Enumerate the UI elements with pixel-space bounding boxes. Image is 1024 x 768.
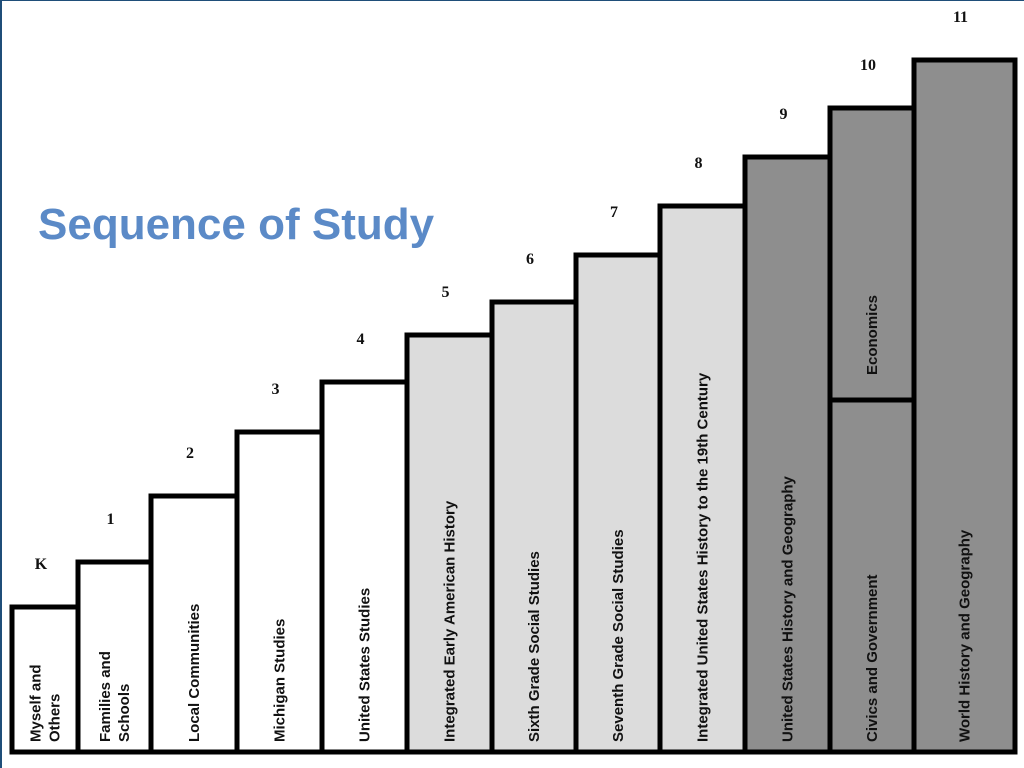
step-grade-3 [234,429,325,755]
step-block [657,203,748,755]
course-sixth-grade-social-studies: Sixth Grade Social Studies [526,551,543,742]
course-civics-and-government: Civics and Government [864,574,881,742]
grade-label: 4 [357,331,365,348]
step-block [234,429,325,755]
step-grade-11 [911,57,1018,755]
course-local-communities: Local Communities [186,604,203,742]
step-block [911,57,1018,755]
course-economics: Economics [864,295,881,375]
course-united-states-history-and-geography: United States History and Geography [780,475,797,742]
step-grade-4 [319,379,410,755]
step-block [319,379,410,755]
page-title: Sequence of Study [38,200,435,249]
step-grade-2 [148,493,240,755]
course-families-and-schools-line-2: Schools [116,684,133,742]
grade-label: K [35,556,48,573]
left-border [0,0,2,768]
course-myself-and-others-line-2: Others [47,694,64,742]
grade-label: 1 [107,511,115,528]
step-block [9,604,81,755]
step-block [827,105,917,755]
step-grade-k [9,604,81,755]
course-integrated-early-american-history: Integrated Early American History [442,500,459,742]
course-united-states-studies: United States Studies [357,588,374,742]
course-integrated-united-states-history-to-the-19th-century: Integrated United States History to the … [695,372,712,742]
step-grade-8 [657,203,748,755]
step-grade-10 [827,105,917,755]
step-grade-9 [742,154,833,755]
step-block [742,154,833,755]
grade-label: 8 [695,155,703,172]
grade-label: 5 [442,284,450,301]
course-myself-and-others-line-1: Myself and [28,664,45,742]
step-block [148,493,240,755]
grade-label: 3 [272,381,280,398]
course-world-history-and-geography: World History and Geography [957,529,974,742]
grade-label: 7 [610,204,618,221]
grade-label: 2 [186,445,194,462]
step-block [75,559,154,755]
step-grade-1 [75,559,154,755]
grade-label: 11 [953,9,968,26]
course-seventh-grade-social-studies: Seventh Grade Social Studies [610,529,627,742]
course-families-and-schools-line-1: Families and [97,651,114,742]
course-michigan-studies: Michigan Studies [272,619,289,742]
grade-label: 6 [526,251,534,268]
top-border [0,0,1024,1]
grade-label: 9 [780,106,788,123]
grade-label: 10 [860,57,876,74]
